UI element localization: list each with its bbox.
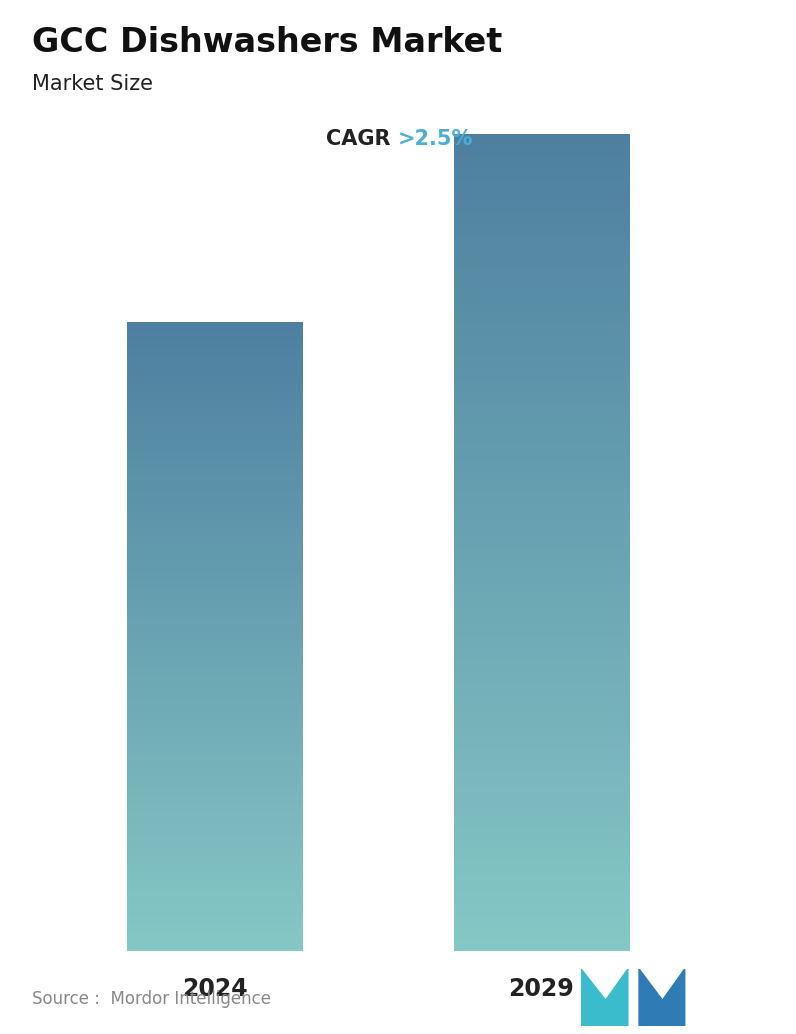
Text: CAGR: CAGR <box>326 129 398 149</box>
Polygon shape <box>581 969 628 1026</box>
Text: Market Size: Market Size <box>32 74 153 94</box>
Text: GCC Dishwashers Market: GCC Dishwashers Market <box>32 26 502 59</box>
Text: 2024: 2024 <box>182 977 248 1001</box>
Polygon shape <box>639 969 685 1026</box>
Text: 2029: 2029 <box>509 977 574 1001</box>
Text: Source :  Mordor Intelligence: Source : Mordor Intelligence <box>32 991 271 1008</box>
Text: >2.5%: >2.5% <box>398 129 474 149</box>
